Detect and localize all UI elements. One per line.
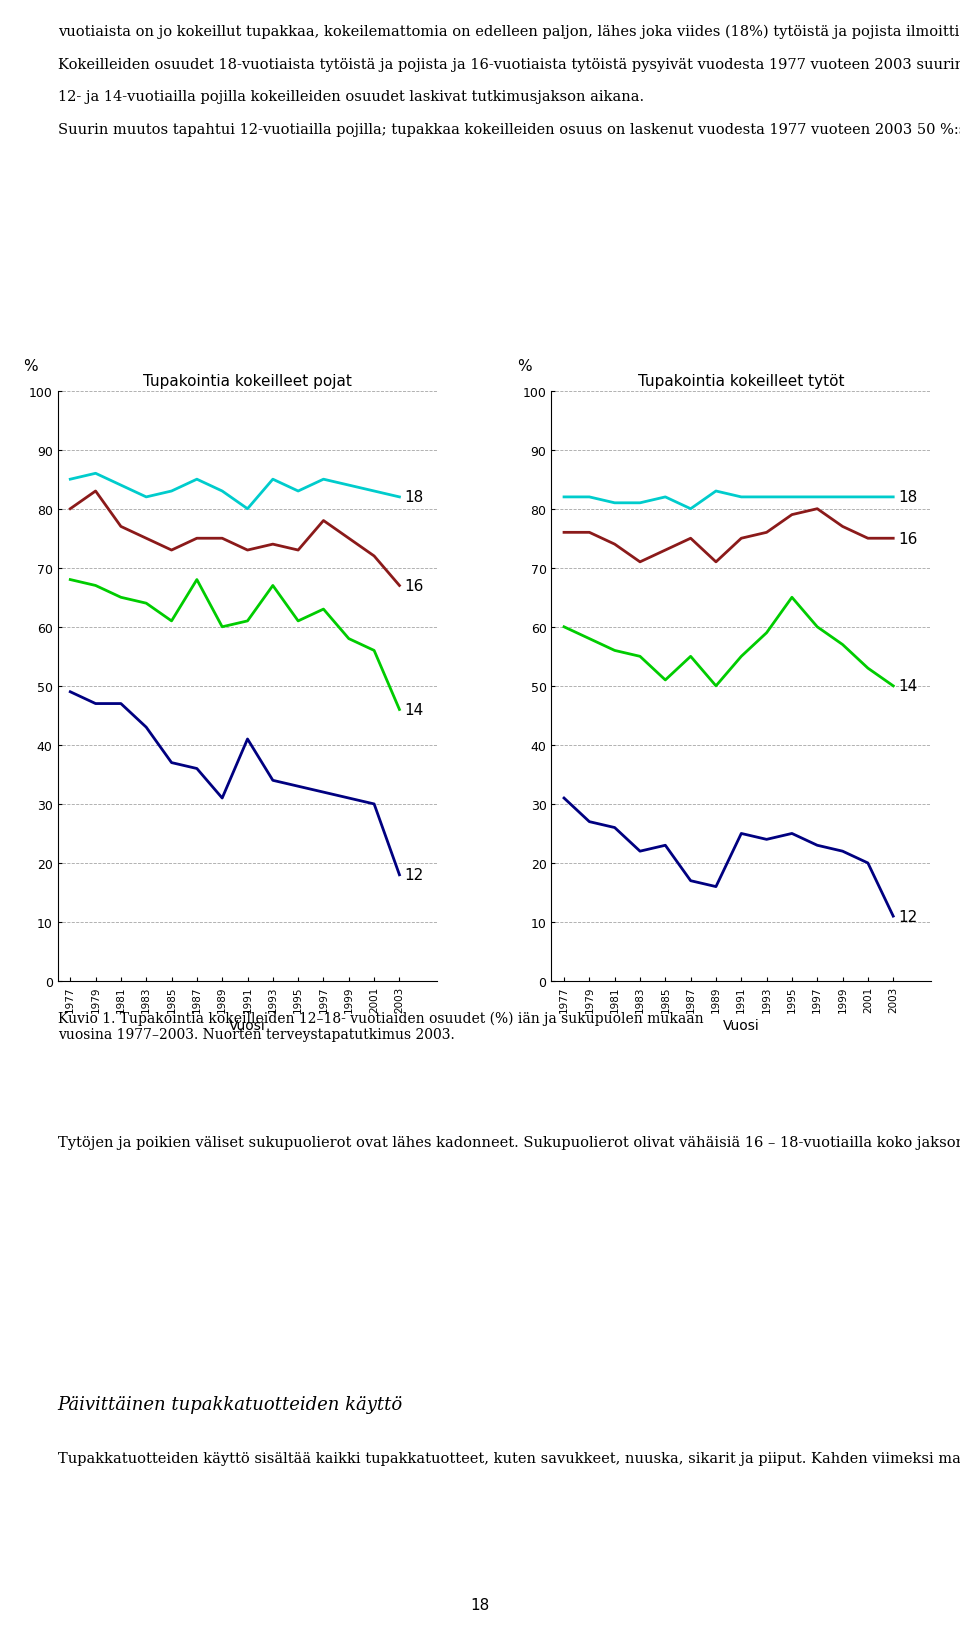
Text: Päivittäinen tupakkatuotteiden käyttö: Päivittäinen tupakkatuotteiden käyttö (58, 1395, 403, 1413)
Text: 18: 18 (899, 490, 918, 504)
Text: 18: 18 (404, 490, 423, 504)
Text: Kuvio 1. Tupakointia kokeilleiden 12–18- vuotiaiden osuudet (%) iän ja sukupuole: Kuvio 1. Tupakointia kokeilleiden 12–18-… (58, 1012, 704, 1041)
Text: 18: 18 (470, 1598, 490, 1612)
Title: Tupakointia kokeilleet pojat: Tupakointia kokeilleet pojat (143, 374, 352, 388)
X-axis label: Vuosi: Vuosi (229, 1018, 266, 1033)
Text: 14: 14 (404, 702, 423, 718)
Text: 16: 16 (899, 532, 918, 547)
Text: 14: 14 (899, 679, 918, 694)
Text: %: % (517, 359, 532, 374)
Text: %: % (23, 359, 38, 374)
Text: Tupakkatuotteiden käyttö sisältää kaikki tupakkatuotteet, kuten savukkeet, nuusk: Tupakkatuotteiden käyttö sisältää kaikki… (58, 1451, 960, 1466)
Text: 12: 12 (899, 909, 918, 924)
Text: vuotiaista on jo kokeillut tupakkaa, kokeilemattomia on edelleen paljon, lähes j: vuotiaista on jo kokeillut tupakkaa, kok… (58, 24, 960, 137)
Text: Tytöjen ja poikien väliset sukupuolierot ovat lähes kadonneet. Sukupuolierot oli: Tytöjen ja poikien väliset sukupuolierot… (58, 1136, 960, 1149)
Text: 12: 12 (404, 868, 423, 883)
X-axis label: Vuosi: Vuosi (723, 1018, 759, 1033)
Title: Tupakointia kokeilleet tytöt: Tupakointia kokeilleet tytöt (638, 374, 845, 388)
Text: 16: 16 (404, 579, 424, 594)
